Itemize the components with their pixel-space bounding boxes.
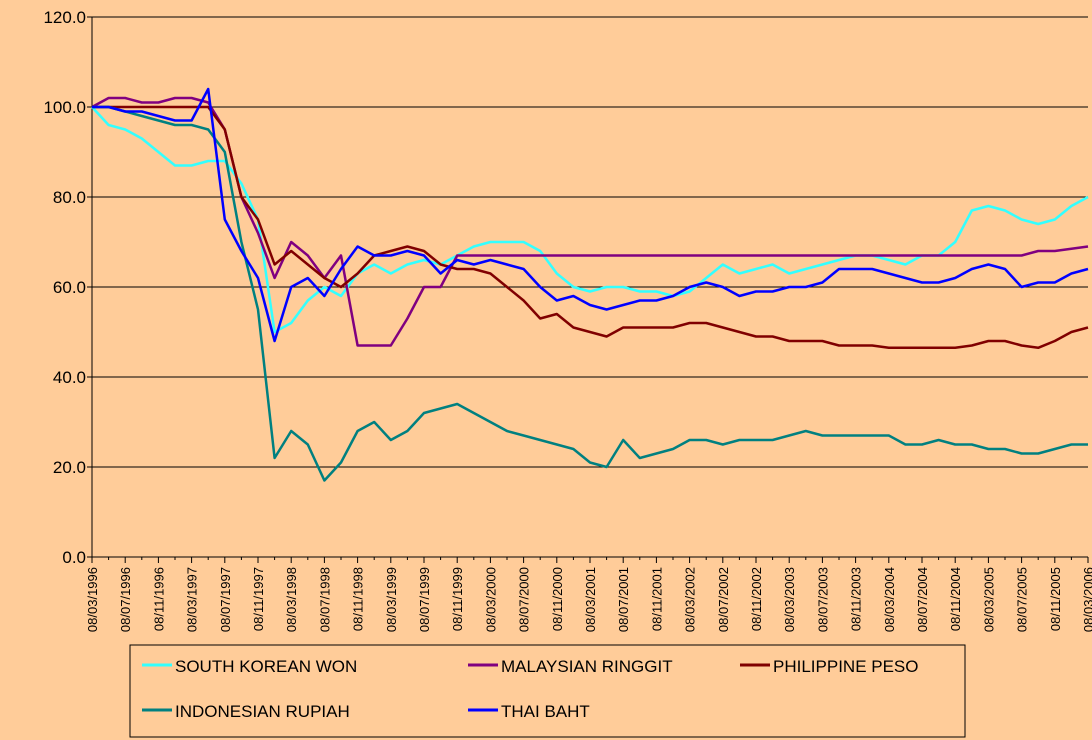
x-tick-label: 08/11/2000 [550, 567, 565, 631]
x-tick-label: 08/11/2005 [1048, 567, 1063, 631]
legend-label: THAI BAHT [501, 702, 590, 721]
x-tick-label: 08/07/2005 [1015, 567, 1030, 632]
x-tick-label: 08/11/1997 [251, 567, 266, 631]
x-tick-label: 08/03/2004 [882, 567, 897, 632]
x-tick-label: 08/07/1998 [317, 567, 332, 632]
legend-box [129, 644, 966, 738]
x-tick-label: 08/11/1996 [151, 567, 166, 631]
legend-label: MALAYSIAN RINGGIT [501, 657, 673, 676]
x-tick-label: 08/07/1999 [417, 567, 432, 632]
x-tick-label: 08/11/2003 [849, 567, 864, 631]
x-tick-label: 08/03/2005 [981, 567, 996, 632]
x-tick-label: 08/07/2002 [716, 567, 731, 632]
series-line [91, 96, 1089, 347]
x-tick-label: 08/07/2003 [815, 567, 830, 632]
x-tick-label: 08/11/2002 [749, 567, 764, 631]
x-tick-label: 08/03/1997 [185, 567, 200, 632]
series-line [91, 106, 1089, 334]
y-tick-label: 80.0 [53, 188, 86, 207]
x-tick-label: 08/07/1996 [118, 567, 133, 632]
y-tick-label: 60.0 [53, 278, 86, 297]
x-tick-label: 08/03/1999 [384, 567, 399, 632]
y-tick-label: 40.0 [53, 368, 86, 387]
x-tick-label: 08/11/2001 [649, 567, 664, 631]
x-tick-label: 08/11/1998 [351, 567, 366, 631]
x-tick-label: 08/03/1998 [284, 567, 299, 632]
y-tick-label: 0.0 [62, 548, 86, 567]
y-tick-label: 120.0 [43, 8, 86, 27]
x-tick-label: 08/07/1997 [218, 567, 233, 632]
legend-label: PHILIPPINE PESO [773, 657, 919, 676]
y-tick-label: 100.0 [43, 98, 86, 117]
x-tick-label: 08/03/2002 [683, 567, 698, 632]
x-tick-label: 08/03/2003 [782, 567, 797, 632]
x-tick-label: 08/07/2001 [616, 567, 631, 632]
x-tick-label: 08/03/2001 [583, 567, 598, 632]
legend-label: SOUTH KOREAN WON [175, 657, 357, 676]
x-tick-label: 08/07/2004 [915, 567, 930, 632]
x-tick-label: 08/07/2000 [517, 567, 532, 632]
x-tick-label: 08/11/1999 [450, 567, 465, 631]
x-tick-label: 08/03/2006 [1081, 567, 1092, 632]
y-tick-label: 20.0 [53, 458, 86, 477]
series-line [92, 87, 1089, 343]
x-tick-label: 08/11/2004 [948, 567, 963, 631]
x-tick-label: 08/03/1996 [85, 567, 100, 632]
legend-label: INDONESIAN RUPIAH [175, 702, 350, 721]
series-line [92, 105, 1089, 350]
series-line [92, 105, 1088, 482]
x-tick-label: 08/03/2000 [483, 567, 498, 632]
